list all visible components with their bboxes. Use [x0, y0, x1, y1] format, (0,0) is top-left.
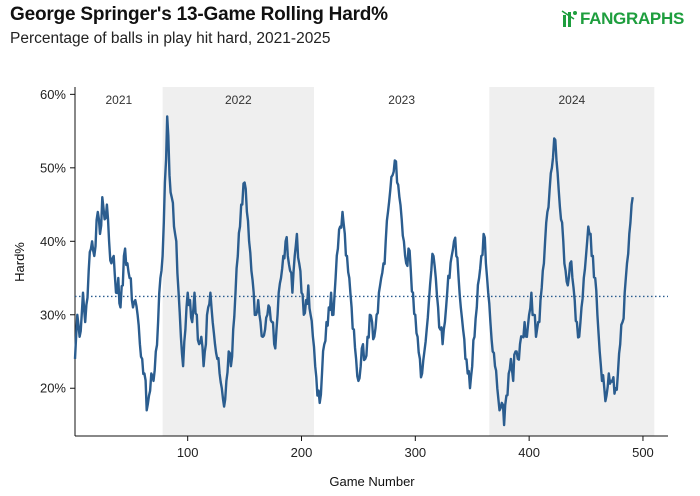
y-tick-label: 30% — [40, 307, 66, 322]
y-tick-label: 20% — [40, 381, 66, 396]
series-line — [73, 115, 634, 427]
fangraphs-logo: FANGRAPHS — [560, 9, 684, 29]
x-tick-label: 400 — [518, 445, 540, 460]
season-label-2023: 2023 — [388, 93, 415, 107]
season-label-2024: 2024 — [558, 93, 585, 107]
batter-silhouette-icon — [561, 10, 577, 27]
ticks: 100 200 300 400 500 20% 30% 40% 50% 60% — [40, 87, 654, 460]
season-labels: 2021 2022 2023 2024 — [105, 93, 585, 107]
x-tick-label: 500 — [632, 445, 654, 460]
y-tick-label: 40% — [40, 234, 66, 249]
y-axis-title: Hard% — [12, 242, 27, 282]
axes — [74, 87, 668, 437]
season-label-2021: 2021 — [105, 93, 132, 107]
season-label-2022: 2022 — [225, 93, 252, 107]
chart-subtitle: Percentage of balls in play hit hard, 20… — [10, 30, 331, 47]
y-tick-label: 50% — [40, 160, 66, 175]
y-tick-label: 60% — [40, 87, 66, 102]
chart-title: George Springer's 13-Game Rolling Hard% — [10, 4, 388, 25]
x-tick-label: 300 — [404, 445, 426, 460]
x-axis-title: Game Number — [329, 474, 415, 489]
x-tick-label: 200 — [291, 445, 313, 460]
logo-text: FANGRAPHS — [579, 9, 684, 28]
x-tick-label: 100 — [177, 445, 199, 460]
